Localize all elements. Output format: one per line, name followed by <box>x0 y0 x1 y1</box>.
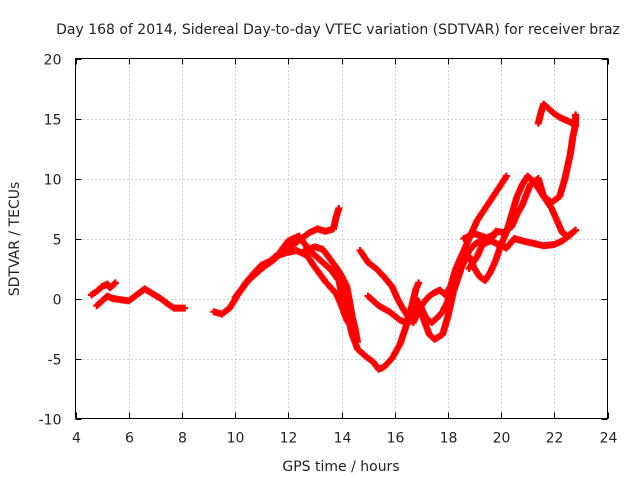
x-tick-label: 18 <box>440 431 458 447</box>
data-series <box>534 100 580 130</box>
x-tick-label: 24 <box>600 431 618 447</box>
x-tick-label: 12 <box>280 431 298 447</box>
data-point <box>502 172 510 180</box>
data-point <box>572 226 580 234</box>
data-series <box>300 243 361 346</box>
y-tick-label: 10 <box>44 173 62 189</box>
x-tick-label: 8 <box>178 431 187 447</box>
x-tick-label: 16 <box>387 431 405 447</box>
data-series <box>231 232 423 373</box>
y-tick-label: -10 <box>39 413 62 429</box>
axes: 4 6 8 10 12 14 16 18 20 22 24 -10 -5 0 5 10 15 20 <box>39 53 618 447</box>
data-points <box>87 100 580 373</box>
data-point <box>353 338 361 346</box>
x-axis-label: GPS time / hours <box>282 459 399 475</box>
y-axis-label: SDTVAR / TECUs <box>7 182 23 297</box>
x-tick-label: 10 <box>227 431 245 447</box>
data-point <box>572 122 580 130</box>
data-series <box>412 172 577 326</box>
chart-title: Day 168 of 2014, Sidereal Day-to-day VTE… <box>56 22 620 38</box>
plot-frame <box>75 58 608 419</box>
x-tick-label: 4 <box>72 431 81 447</box>
y-tick-label: 0 <box>53 293 62 309</box>
y-tick-label: 5 <box>53 233 62 249</box>
x-tick-label: 14 <box>334 431 352 447</box>
data-point <box>181 304 189 312</box>
y-tick-label: 15 <box>44 113 62 129</box>
data-point <box>572 111 580 119</box>
data-series <box>460 226 580 252</box>
y-tick-label: 20 <box>44 53 62 69</box>
data-series <box>465 111 580 272</box>
x-tick-label: 6 <box>125 431 134 447</box>
data-series <box>93 285 189 312</box>
x-tick-label: 22 <box>546 431 564 447</box>
data-series <box>271 247 356 332</box>
data-point <box>335 205 343 212</box>
data-point <box>111 279 119 287</box>
y-tick-label: -5 <box>48 353 62 369</box>
data-point <box>415 279 423 287</box>
x-tick-label: 20 <box>493 431 511 447</box>
data-series <box>87 279 119 299</box>
